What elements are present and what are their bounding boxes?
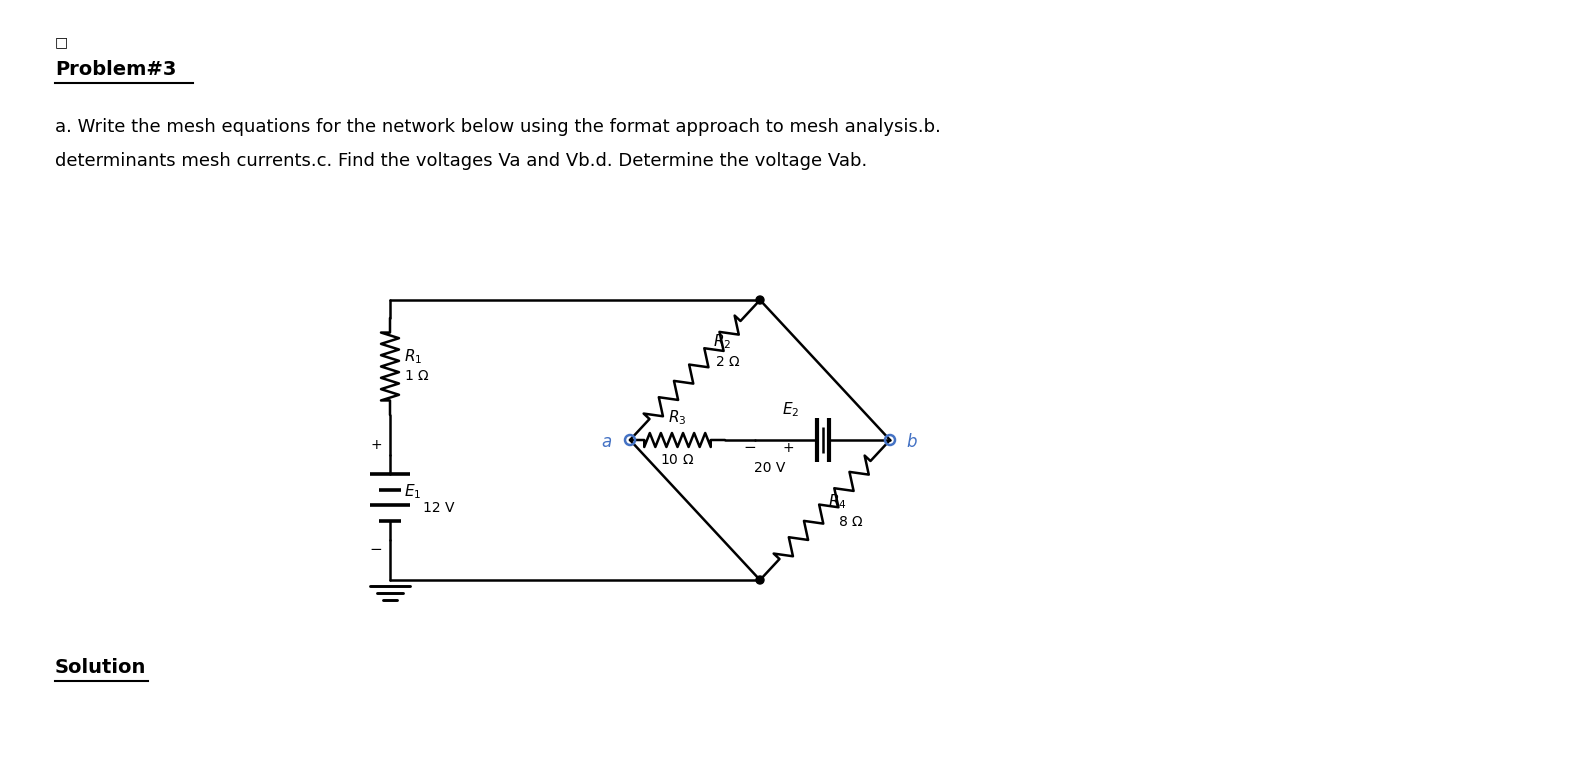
Text: $E_2$: $E_2$ — [782, 401, 799, 419]
Text: 20 V: 20 V — [755, 461, 785, 475]
Text: 1 $\Omega$: 1 $\Omega$ — [404, 369, 429, 383]
Text: a. Write the mesh equations for the network below using the format approach to m: a. Write the mesh equations for the netw… — [55, 118, 941, 136]
Text: $R_4$: $R_4$ — [827, 492, 846, 511]
Text: b: b — [906, 433, 917, 451]
Text: 8 $\Omega$: 8 $\Omega$ — [838, 515, 864, 529]
Text: a: a — [602, 433, 612, 451]
Text: □: □ — [55, 35, 68, 49]
Text: Solution: Solution — [55, 658, 146, 677]
Text: −: − — [744, 441, 757, 455]
Text: determinants mesh currents.c. Find the voltages Va and Vb.d. Determine the volta: determinants mesh currents.c. Find the v… — [55, 152, 867, 170]
Text: $R_1$: $R_1$ — [404, 347, 422, 366]
Text: Problem#3: Problem#3 — [55, 60, 176, 79]
Text: 12 V: 12 V — [423, 501, 455, 515]
Text: 10 $\Omega$: 10 $\Omega$ — [661, 453, 695, 467]
Text: +: + — [782, 441, 794, 455]
Text: −: − — [370, 542, 382, 558]
Text: 2 $\Omega$: 2 $\Omega$ — [716, 355, 741, 369]
Circle shape — [757, 576, 764, 584]
Text: $R_2$: $R_2$ — [713, 333, 731, 351]
Text: +: + — [370, 438, 382, 452]
Text: $E_1$: $E_1$ — [404, 482, 422, 501]
Circle shape — [757, 296, 764, 304]
Text: $R_3$: $R_3$ — [669, 409, 687, 427]
